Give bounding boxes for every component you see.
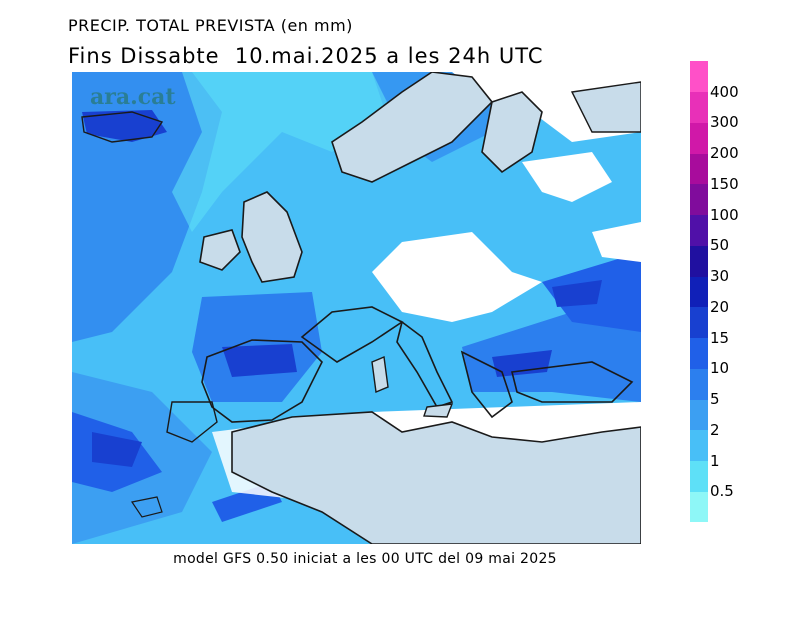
map-canvas: [72, 72, 641, 544]
coast-iceland: [81, 111, 164, 143]
coast-canary-islands: [131, 496, 163, 518]
legend-color-cell: [690, 429, 708, 462]
legend-color-cell: [690, 306, 708, 339]
precip-core-iceland: [82, 110, 167, 142]
legend-label: 10: [710, 359, 730, 378]
precip-core-east: [552, 280, 602, 307]
land-north-africa: [231, 411, 641, 544]
dry-zone-baltic: [522, 152, 612, 202]
legend-color-cell: [690, 368, 708, 400]
map-subtitle: Fins Dissabte 10.mai.2025 a les 24h UTC: [68, 44, 544, 68]
legend-label: 400: [710, 82, 739, 101]
legend-label: 5: [710, 390, 720, 409]
legend-label: 300: [710, 113, 739, 132]
precip-core-greece: [492, 350, 552, 377]
land-ireland: [199, 229, 241, 271]
coast-morocco: [166, 401, 218, 443]
legend-color-cell: [690, 91, 708, 123]
legend-label: 30: [710, 267, 730, 286]
aracat-logo: ara.cat: [90, 84, 176, 110]
dry-zone-russia: [592, 222, 641, 262]
legend-color-cell: [690, 276, 708, 308]
land-kola: [570, 81, 641, 133]
land-great-britain: [241, 191, 303, 283]
land-sardinia: [371, 356, 389, 393]
legend-color-cell: [690, 122, 708, 154]
dry-zone-central-europe: [372, 232, 542, 322]
coast-turkey: [511, 361, 634, 403]
legend-label: 20: [710, 297, 730, 316]
map-title: PRECIP. TOTAL PREVISTA (en mm): [68, 16, 353, 35]
precip-core-iberia: [222, 344, 297, 377]
legend-label: 15: [710, 328, 730, 347]
legend-label: 200: [710, 144, 739, 163]
legend-color-cell: [690, 491, 708, 523]
coast-iberia: [201, 339, 323, 423]
legend-color-cell: [690, 183, 708, 216]
color-scale-bar: [690, 61, 708, 523]
legend-color-cell: [690, 245, 708, 277]
model-info: model GFS 0.50 iniciat a les 00 UTC del …: [173, 551, 557, 567]
legend-label: 50: [710, 236, 730, 255]
dry-zone-north-atlantic: [172, 72, 392, 232]
legend-color-cell: [690, 153, 708, 185]
precip-field-atlantic: [72, 72, 222, 342]
precipitation-map: [72, 72, 641, 544]
legend-color-cell: [690, 460, 708, 492]
legend-label: 1: [710, 451, 720, 470]
land-sicily: [423, 403, 454, 418]
land-norway: [331, 72, 494, 183]
precip-core-canary: [92, 432, 142, 467]
legend-color-cell: [690, 214, 708, 246]
legend-color-cell: [690, 399, 708, 431]
land-sweden-finland: [481, 91, 543, 174]
legend-label: 2: [710, 420, 720, 439]
legend-color-cell: [690, 61, 708, 93]
legend-label: 0.5: [710, 482, 734, 501]
legend-label: 150: [710, 174, 739, 193]
legend-color-cell: [690, 337, 708, 369]
legend-label: 100: [710, 205, 739, 224]
coast-greece: [460, 350, 513, 419]
